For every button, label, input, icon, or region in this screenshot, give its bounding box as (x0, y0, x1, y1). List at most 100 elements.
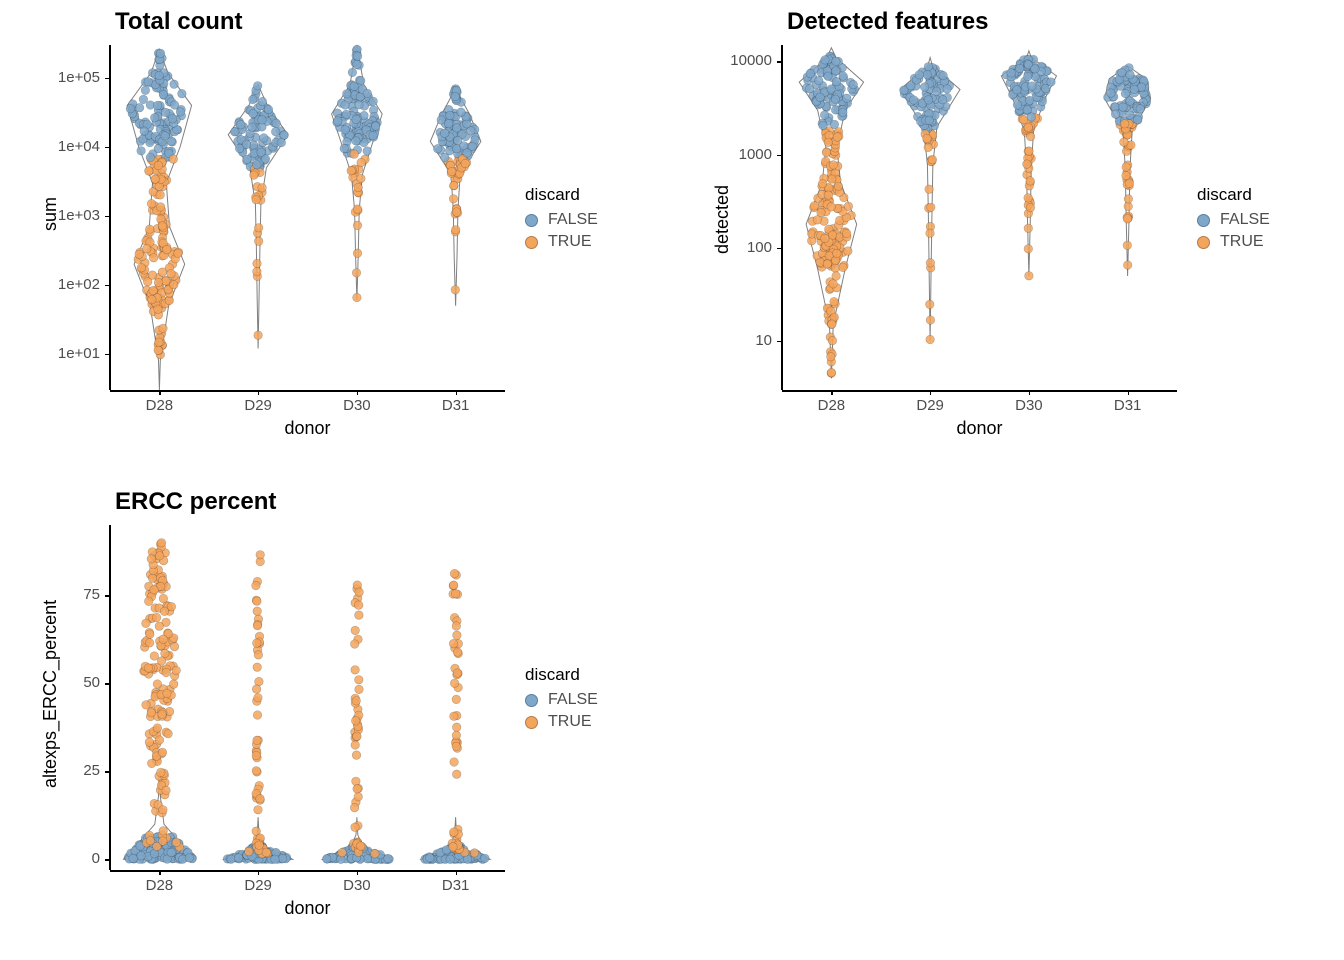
data-point (834, 182, 843, 191)
data-point (451, 286, 460, 295)
data-point (145, 167, 154, 176)
data-point (449, 843, 458, 852)
data-point (253, 736, 262, 745)
data-point (353, 60, 362, 69)
data-point (242, 140, 251, 149)
data-point (828, 336, 837, 345)
data-point (1023, 72, 1032, 81)
legend-item: FALSE (1197, 211, 1270, 229)
y-tick (105, 285, 110, 286)
data-point (249, 109, 258, 118)
data-point (147, 555, 156, 564)
data-point (135, 250, 144, 259)
data-point (146, 630, 155, 639)
data-point (153, 101, 162, 110)
data-point (147, 759, 156, 768)
data-point (351, 666, 360, 675)
data-point (164, 729, 173, 738)
data-point (1120, 138, 1129, 147)
data-point (354, 183, 363, 192)
data-point (939, 71, 948, 80)
data-point (350, 150, 359, 159)
data-point (819, 121, 828, 130)
plot-svg (110, 45, 505, 390)
y-tick-label: 10000 (712, 52, 772, 69)
data-point (150, 652, 159, 661)
x-tick-label: D28 (818, 397, 846, 414)
data-point (425, 854, 434, 863)
data-point (144, 664, 153, 673)
data-point (843, 94, 852, 103)
x-tick (159, 390, 160, 395)
data-point (254, 331, 263, 340)
data-point (354, 601, 363, 610)
data-point (353, 221, 362, 230)
data-point (352, 137, 361, 146)
data-point (910, 96, 919, 105)
data-point (351, 626, 360, 635)
data-point (159, 806, 168, 815)
data-point (353, 52, 362, 61)
data-point (252, 195, 261, 204)
x-tick-label: D31 (442, 877, 470, 894)
data-point (1031, 65, 1040, 74)
x-tick (1029, 390, 1030, 395)
data-point (1133, 115, 1142, 124)
data-point (159, 837, 168, 846)
x-tick (930, 390, 931, 395)
y-axis-title: detected (712, 184, 733, 253)
data-point (938, 95, 947, 104)
data-point (1124, 195, 1133, 204)
data-point (452, 723, 461, 732)
data-point (154, 346, 163, 355)
data-point (256, 794, 265, 803)
data-point (831, 95, 840, 104)
data-point (258, 184, 267, 193)
y-axis-title: sum (40, 197, 61, 231)
legend-item: TRUE (1197, 233, 1270, 251)
data-point (832, 67, 841, 76)
data-point (457, 108, 466, 117)
data-point (1013, 101, 1022, 110)
data-point (440, 129, 449, 138)
data-point (1026, 177, 1035, 186)
data-point (157, 768, 166, 777)
data-point (254, 237, 263, 246)
data-point (350, 640, 359, 649)
data-point (157, 657, 166, 666)
data-point (827, 203, 836, 212)
data-point (839, 108, 848, 117)
data-point (139, 95, 148, 104)
data-point (252, 767, 261, 776)
data-point (264, 105, 273, 114)
y-tick (777, 248, 782, 249)
y-tick-label: 1000 (712, 146, 772, 163)
data-point (256, 551, 265, 560)
data-point (161, 108, 170, 117)
data-point (446, 855, 455, 864)
data-point (157, 539, 166, 548)
data-point (832, 77, 841, 86)
data-point (148, 574, 157, 583)
legend-title: discard (525, 185, 598, 205)
data-point (433, 144, 442, 153)
data-point (156, 191, 165, 200)
x-axis-title: donor (284, 418, 330, 439)
data-point (1025, 272, 1034, 281)
data-point (341, 126, 350, 135)
data-point (258, 97, 267, 106)
data-point (461, 159, 470, 168)
data-point (926, 229, 935, 238)
data-point (148, 295, 157, 304)
data-point (450, 679, 459, 688)
data-point (815, 76, 824, 85)
data-point (176, 108, 185, 117)
data-point (816, 93, 825, 102)
data-point (353, 249, 362, 258)
data-point (252, 751, 261, 760)
data-point (357, 174, 366, 183)
data-point (237, 120, 246, 129)
data-point (155, 338, 164, 347)
data-point (254, 224, 263, 233)
legend-swatch (525, 236, 538, 249)
